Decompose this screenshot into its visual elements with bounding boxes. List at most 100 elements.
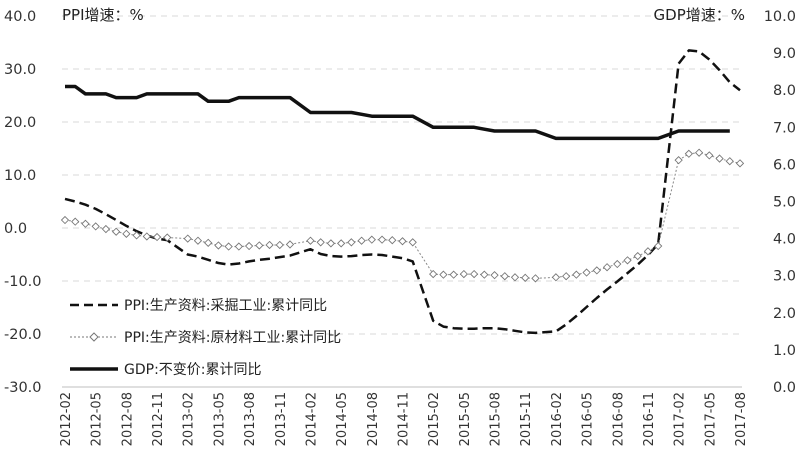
series-line-0 bbox=[64, 49, 741, 335]
data-point-marker bbox=[694, 148, 704, 157]
right-axis-title: GDP增速：% bbox=[654, 6, 745, 24]
x-tick-label: 2017-05 bbox=[703, 392, 718, 446]
data-point-marker bbox=[705, 151, 714, 160]
data-point-marker bbox=[398, 237, 407, 246]
data-point-marker bbox=[613, 259, 622, 269]
left-tick-label: 0.0 bbox=[4, 221, 27, 237]
right-tick-label: 1.0 bbox=[773, 343, 796, 359]
x-tick-label: 2016-02 bbox=[550, 392, 565, 446]
data-point-marker bbox=[521, 273, 530, 282]
x-tick-label: 2016-08 bbox=[611, 392, 626, 446]
x-tick-label: 2017-08 bbox=[734, 392, 749, 446]
legend-label-mining: PPI:生产资料:采掘工业:累计同比 bbox=[124, 298, 327, 314]
data-point-marker bbox=[633, 251, 642, 261]
data-point-marker bbox=[429, 269, 438, 279]
data-point-marker bbox=[592, 266, 601, 275]
left-tick-label: -20.0 bbox=[4, 327, 42, 343]
data-point-marker bbox=[71, 217, 80, 226]
data-point-marker bbox=[285, 240, 295, 249]
data-point-marker bbox=[388, 236, 397, 245]
data-point-marker bbox=[449, 270, 458, 279]
data-point-marker bbox=[500, 272, 509, 281]
right-tick-label: 10.0 bbox=[764, 9, 796, 25]
data-point-marker bbox=[735, 159, 745, 168]
x-tick-label: 2015-05 bbox=[458, 392, 473, 446]
data-point-marker bbox=[193, 236, 203, 245]
right-tick-label: 2.0 bbox=[773, 306, 796, 322]
right-tick-label: 5.0 bbox=[773, 195, 796, 211]
data-point-marker bbox=[357, 236, 366, 245]
data-point-marker bbox=[316, 238, 325, 247]
x-tick-label: 2015-08 bbox=[489, 392, 504, 446]
data-point-marker bbox=[715, 154, 724, 163]
data-point-marker bbox=[336, 239, 346, 248]
x-axis-ticks: 2012-02 2012-05 2012-08 2012-11 2013-02 2013-… bbox=[59, 392, 749, 446]
data-point-marker bbox=[377, 235, 387, 244]
data-point-marker bbox=[480, 270, 489, 279]
data-point-marker bbox=[674, 156, 683, 165]
data-point-marker bbox=[561, 272, 571, 281]
data-point-marker bbox=[91, 222, 100, 231]
data-point-marker bbox=[81, 219, 90, 228]
data-point-marker bbox=[234, 242, 244, 251]
x-tick-label: 2013-02 bbox=[182, 392, 197, 446]
left-tick-label: 40.0 bbox=[4, 9, 36, 25]
data-point-marker bbox=[684, 149, 694, 158]
data-point-marker bbox=[163, 233, 172, 242]
data-point-marker bbox=[439, 270, 448, 279]
data-point-marker bbox=[142, 232, 151, 241]
data-point-marker bbox=[183, 234, 192, 243]
left-tick-label: 20.0 bbox=[4, 115, 36, 131]
data-point-marker bbox=[275, 240, 284, 250]
right-tick-label: 4.0 bbox=[773, 232, 796, 248]
x-tick-label: 2014-11 bbox=[397, 392, 412, 446]
series-lines bbox=[60, 49, 745, 335]
series-line-1 bbox=[64, 152, 741, 279]
data-point-marker bbox=[255, 241, 264, 250]
x-tick-label: 2013-08 bbox=[243, 392, 258, 446]
x-tick-label: 2013-05 bbox=[212, 392, 227, 446]
data-point-marker bbox=[347, 238, 356, 247]
x-tick-label: 2015-11 bbox=[519, 392, 534, 446]
data-point-marker bbox=[204, 238, 213, 247]
data-point-marker bbox=[132, 231, 141, 240]
legend-label-gdp: GDP:不变价:累计同比 bbox=[124, 362, 262, 378]
x-tick-label: 2015-02 bbox=[427, 392, 442, 446]
data-point-marker bbox=[623, 256, 632, 265]
data-point-marker bbox=[60, 215, 70, 225]
data-point-marker bbox=[122, 229, 131, 238]
left-tick-label: -30.0 bbox=[4, 380, 42, 396]
x-tick-label: 2012-08 bbox=[120, 392, 135, 446]
series-line-2 bbox=[65, 84, 730, 141]
left-tick-label: 10.0 bbox=[4, 168, 36, 184]
right-tick-label: 9.0 bbox=[773, 46, 796, 62]
data-point-marker bbox=[326, 239, 336, 248]
left-tick-label: 30.0 bbox=[4, 62, 36, 78]
data-point-marker bbox=[214, 241, 223, 250]
data-point-marker bbox=[306, 236, 315, 245]
data-point-marker bbox=[408, 238, 417, 247]
data-point-marker bbox=[111, 227, 121, 236]
data-point-marker bbox=[244, 241, 254, 251]
x-tick-label: 2016-05 bbox=[581, 392, 596, 446]
data-point-marker bbox=[367, 235, 376, 244]
right-tick-label: 0.0 bbox=[773, 380, 796, 396]
x-tick-label: 2014-08 bbox=[366, 392, 381, 446]
x-tick-label: 2012-05 bbox=[90, 392, 105, 446]
data-point-marker bbox=[572, 270, 581, 279]
legend: PPI:生产资料:采掘工业:累计同比 PPI:生产资料:原材料工业:累计同比 G… bbox=[62, 293, 341, 385]
data-point-marker bbox=[101, 224, 111, 234]
x-tick-label: 2017-02 bbox=[673, 392, 688, 446]
x-tick-label: 2014-05 bbox=[335, 392, 350, 446]
right-tick-label: 6.0 bbox=[773, 157, 796, 173]
x-tick-label: 2013-11 bbox=[274, 392, 289, 446]
right-tick-label: 8.0 bbox=[773, 83, 796, 99]
data-point-marker bbox=[602, 263, 612, 272]
left-tick-label: -10.0 bbox=[4, 274, 42, 290]
data-point-marker bbox=[551, 273, 561, 282]
x-tick-label: 2014-02 bbox=[304, 392, 319, 446]
data-point-marker bbox=[469, 269, 479, 279]
data-point-marker bbox=[510, 273, 520, 282]
x-tick-label: 2016-11 bbox=[642, 392, 657, 446]
legend-label-raw-materials: PPI:生产资料:原材料工业:累计同比 bbox=[124, 330, 341, 346]
